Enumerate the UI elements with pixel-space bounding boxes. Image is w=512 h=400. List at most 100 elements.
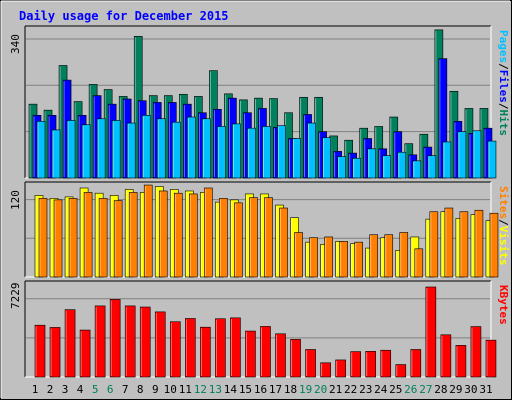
bar-sites-day-19 [309,237,318,278]
x-tick-label-day-9: 9 [152,383,159,396]
bar-sites-day-9 [158,190,168,278]
bar-pages-day-18 [292,138,301,179]
bar-pages-day-11 [187,116,196,179]
x-tick-label-day-3: 3 [62,383,69,396]
legend-entry-kbytes: KBytes [497,285,510,325]
bar-sites-day-15 [249,197,258,278]
x-tick-label-day-11: 11 [179,383,192,396]
bar-kbytes-day-3 [64,309,76,378]
x-tick-label-day-24: 24 [374,383,388,396]
bar-kbytes-day-13 [215,318,226,378]
bar-sites-day-28 [444,207,454,278]
bar-pages-day-20 [322,137,331,179]
bar-pages-day-22 [352,157,361,179]
bar-pages-day-21 [337,156,346,179]
bar-sites-day-25 [399,232,409,278]
panel-bottom-legend: KBytes [497,285,510,325]
bar-sites-day-2 [53,199,63,278]
legend-entry-separator: / [497,63,510,70]
legend-entry-pages: Pages [497,30,510,63]
legend-entry-files: Files [497,70,510,103]
bar-sites-day-21 [339,241,348,278]
x-tick-label-day-21: 21 [329,383,342,396]
bar-sites-day-7 [128,192,138,278]
bar-pages-day-26 [412,160,422,179]
legend-entry-separator: / [497,219,510,226]
legend-entry-sites: Sites [497,186,510,219]
bar-sites-day-12 [204,187,213,278]
panel-middle-legend: Sites/Visits [497,186,510,266]
bar-kbytes-day-1 [34,324,46,378]
bar-pages-day-29 [457,131,467,179]
x-tick-label-day-30: 30 [464,383,477,396]
bar-kbytes-day-18 [290,339,301,378]
bar-kbytes-day-12 [200,326,211,378]
legend-entry-visits: Visits [497,226,510,266]
x-tick-label-day-15: 15 [239,383,252,396]
x-tick-label-day-10: 10 [164,383,177,396]
bar-pages-day-8 [141,115,151,179]
bar-pages-day-3 [66,120,76,179]
bar-pages-day-27 [427,155,437,179]
bar-pages-day-14 [232,123,241,179]
bar-sites-day-18 [294,232,303,278]
bar-sites-day-3 [68,198,78,278]
bar-sites-day-23 [369,234,379,278]
bar-pages-day-15 [247,127,256,179]
bar-sites-day-6 [113,200,123,278]
x-tick-label-day-16: 16 [254,383,267,396]
bar-kbytes-day-28 [440,334,452,378]
bar-kbytes-day-4 [79,329,91,378]
bar-sites-day-11 [189,193,198,278]
bar-kbytes-day-20 [320,362,331,378]
bar-kbytes-day-29 [455,345,467,378]
bar-pages-day-1 [36,121,46,179]
x-tick-label-day-4: 4 [77,383,84,396]
bar-pages-day-13 [217,126,226,179]
bar-sites-day-4 [83,192,93,278]
x-tick-label-day-5: 5 [92,383,99,396]
x-tick-label-day-29: 29 [449,383,462,396]
x-tick-label-day-1: 1 [32,383,39,396]
bar-sites-day-20 [324,236,333,278]
x-tick-label-day-19: 19 [299,383,312,396]
bar-pages-day-31 [487,140,497,179]
bar-kbytes-day-15 [245,330,256,378]
bar-pages-day-16 [262,126,271,179]
bar-pages-day-24 [382,155,392,179]
bar-kbytes-day-17 [275,333,286,378]
bar-pages-day-17 [277,125,286,179]
bar-kbytes-day-31 [485,339,497,378]
bar-sites-day-10 [173,192,183,278]
x-tick-label-day-28: 28 [434,383,447,396]
bar-pages-day-7 [126,122,136,179]
x-tick-label-day-14: 14 [224,383,238,396]
bar-pages-day-19 [307,122,316,179]
bar-sites-day-16 [264,197,273,278]
bar-kbytes-day-6 [109,299,121,378]
bar-kbytes-day-5 [94,305,106,378]
x-tick-label-day-20: 20 [314,383,327,396]
chart-title: Daily usage for December 2015 [19,9,229,23]
bar-sites-day-22 [354,241,363,278]
x-tick-label-day-25: 25 [389,383,402,396]
bar-sites-day-31 [489,212,499,278]
panel-top-legend: Pages/Files/Hits [497,30,510,136]
bar-kbytes-day-27 [425,286,437,378]
x-tick-label-day-7: 7 [122,383,129,396]
x-tick-label-day-26: 26 [404,383,417,396]
bar-pages-day-4 [81,124,91,179]
bar-kbytes-day-8 [139,306,151,378]
panel-bottom-ymax-label: 7229 [9,283,22,310]
bar-pages-day-12 [202,118,211,179]
x-tick-label-day-18: 18 [284,383,297,396]
bar-kbytes-day-22 [350,351,361,378]
bar-pages-day-9 [156,118,166,179]
bar-pages-day-25 [397,151,407,179]
bar-sites-day-27 [429,211,439,278]
bar-kbytes-day-7 [124,305,136,378]
bar-sites-day-8 [143,184,153,278]
x-tick-label-day-27: 27 [419,383,432,396]
